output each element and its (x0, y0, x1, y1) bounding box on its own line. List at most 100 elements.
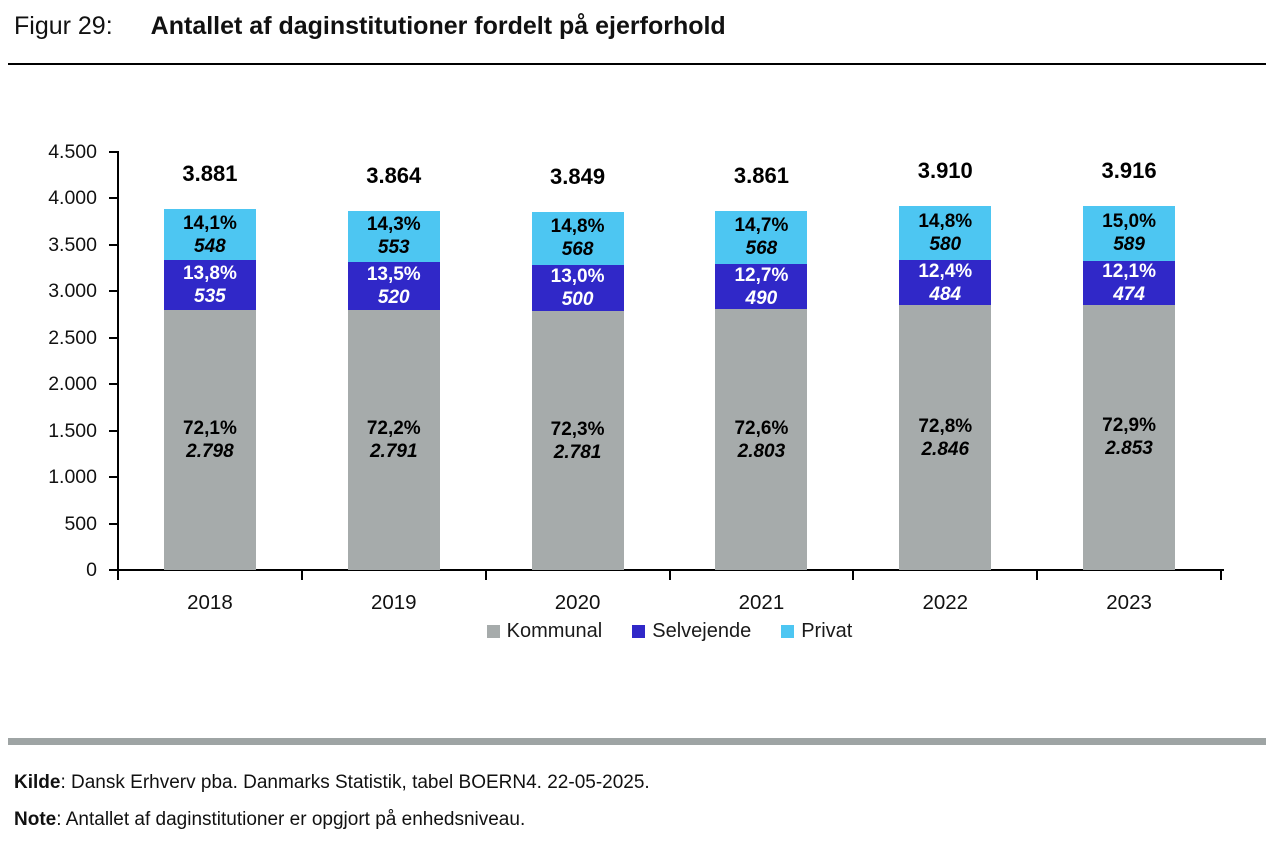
segment-count-label: 500 (561, 289, 594, 311)
x-axis-category-label: 2022 (922, 591, 969, 614)
figure-number-label: Figur 29: (14, 12, 113, 40)
bar-segment-privat: 14,1% 548 (163, 209, 256, 261)
figure-title-text: Antallet af daginstitutioner fordelt på … (150, 12, 726, 40)
x-axis-tick (117, 571, 119, 580)
bar-segment-kommunal: 72,9% 2.853 (1083, 304, 1176, 570)
bar-segment-selvejende: 12,7% 490 (715, 263, 808, 310)
bar-total-label: 3.849 (550, 164, 606, 190)
y-axis-tick (109, 243, 117, 246)
y-axis-tick-label: 1.500 (48, 419, 97, 442)
y-axis-tick-label: 1.000 (48, 466, 97, 488)
legend-item-kommunal: Kommunal (486, 620, 603, 643)
y-axis-tick-label: 3.000 (48, 280, 97, 302)
chart-legend: Kommunal Selvejende Privat (118, 620, 1221, 643)
x-axis-category-label: 2020 (554, 591, 601, 614)
segment-percent-label: 14,3% (366, 214, 421, 236)
y-axis-tick (109, 290, 117, 292)
y-axis-tick (109, 336, 117, 339)
y-axis-tick-label: 0 (86, 559, 97, 581)
x-axis-line (117, 569, 1224, 571)
x-axis-tick (1220, 571, 1222, 580)
bar-segment-privat: 14,8% 580 (899, 206, 992, 261)
segment-percent-label: 15,0% (1102, 211, 1157, 233)
legend-item-selvejende: Selvejende (632, 620, 751, 643)
y-axis-tick (109, 522, 117, 525)
segment-percent-label: 13,5% (366, 264, 421, 286)
x-axis-category-label: 2021 (738, 591, 785, 614)
bar-segment-selvejende: 13,5% 520 (347, 262, 440, 311)
segment-count-label: 568 (745, 238, 778, 260)
bar-total-label: 3.916 (1101, 157, 1157, 183)
bar-segment-privat: 14,7% 568 (715, 210, 808, 264)
source-line: Kilde: Dansk Erhverv pba. Danmarks Stati… (14, 771, 650, 795)
source-text: : Dansk Erhverv pba. Danmarks Statistik,… (60, 772, 650, 793)
bar-segment-selvejende: 12,1% 474 (1083, 260, 1176, 305)
segment-percent-label: 14,7% (734, 215, 789, 237)
x-axis-tick (1036, 571, 1039, 580)
x-axis-tick (852, 571, 855, 580)
bar-segment-kommunal: 72,6% 2.803 (715, 309, 808, 570)
segment-count-label: 553 (377, 237, 410, 259)
segment-count-label: 2.853 (1105, 438, 1153, 460)
segment-count-label: 548 (194, 235, 226, 257)
bar-total-label: 3.864 (366, 162, 422, 188)
segment-percent-label: 72,9% (1102, 415, 1157, 437)
segment-percent-label: 13,0% (550, 266, 605, 288)
x-axis-category-label: 2023 (1106, 591, 1152, 614)
segment-count-label: 484 (929, 283, 962, 305)
x-axis-tick (300, 571, 303, 580)
segment-percent-label: 14,8% (918, 211, 973, 233)
bar-segment-privat: 14,8% 568 (531, 212, 624, 265)
bar-segment-privat: 15,0% 589 (1083, 205, 1176, 261)
y-axis-tick (109, 429, 117, 432)
y-axis-tick (109, 569, 117, 571)
segment-count-label: 490 (745, 287, 778, 309)
legend-label: Kommunal (506, 620, 603, 642)
segment-percent-label: 72,1% (182, 417, 237, 439)
segment-percent-label: 72,6% (734, 417, 789, 439)
y-axis-tick (109, 383, 117, 385)
footer-divider (8, 738, 1266, 745)
bar-total-label: 3.881 (182, 161, 238, 187)
x-axis-category-label: 2019 (370, 591, 417, 614)
segment-percent-label: 12,1% (1102, 260, 1157, 282)
segment-count-label: 2.846 (921, 438, 970, 460)
source-label: Kilde (14, 772, 61, 793)
segment-percent-label: 12,4% (918, 260, 973, 282)
legend-swatch-icon (486, 625, 500, 638)
note-label: Note (14, 809, 57, 830)
bar-segment-kommunal: 72,3% 2.781 (531, 311, 624, 570)
y-axis-line (117, 150, 119, 571)
x-axis-tick (484, 571, 487, 580)
y-axis-tick (109, 476, 117, 478)
legend-swatch-icon (781, 625, 795, 638)
legend-item-privat: Privat (781, 620, 852, 643)
segment-percent-label: 72,8% (918, 415, 973, 437)
note-line: Note: Antallet af daginstitutioner er op… (14, 808, 525, 832)
y-axis-tick-label: 500 (64, 512, 97, 535)
bar-segment-kommunal: 72,2% 2.791 (347, 310, 440, 570)
y-axis-tick-label: 4.000 (48, 187, 97, 209)
segment-count-label: 535 (194, 285, 226, 307)
segment-count-label: 568 (561, 239, 594, 261)
segment-count-label: 520 (377, 287, 410, 309)
bar-segment-privat: 14,3% 553 (347, 210, 440, 263)
segment-percent-label: 14,1% (182, 212, 237, 234)
segment-percent-label: 12,7% (734, 264, 789, 286)
segment-percent-label: 13,8% (182, 262, 237, 284)
bar-segment-selvejende: 12,4% 484 (899, 260, 992, 306)
y-axis-tick (109, 197, 117, 199)
x-axis-category-label: 2018 (187, 591, 233, 614)
y-axis-tick (109, 150, 117, 153)
segment-count-label: 474 (1113, 283, 1145, 305)
segment-count-label: 580 (929, 234, 962, 256)
note-text: : Antallet af daginstitutioner er opgjor… (56, 809, 526, 830)
segment-count-label: 2.798 (186, 440, 234, 462)
segment-percent-label: 72,3% (550, 418, 605, 440)
y-axis-tick-label: 4.500 (48, 140, 97, 163)
bar-total-label: 3.861 (733, 162, 789, 188)
bar-segment-selvejende: 13,8% 535 (163, 260, 256, 310)
bar-segment-kommunal: 72,1% 2.798 (163, 309, 256, 570)
segment-count-label: 2.781 (553, 441, 602, 463)
